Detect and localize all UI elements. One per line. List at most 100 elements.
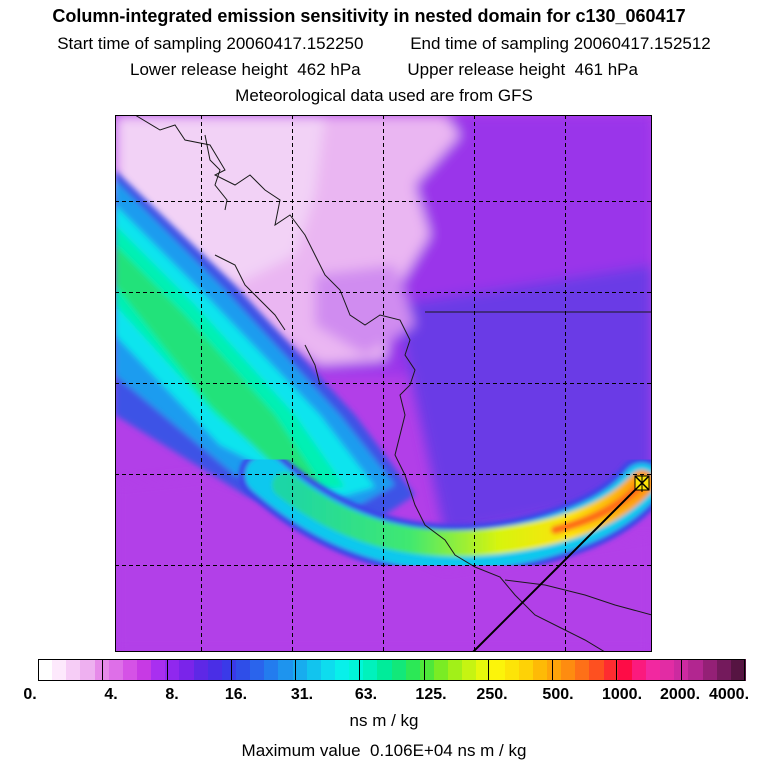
colorbar-cell bbox=[264, 659, 279, 681]
colorbar-cell bbox=[165, 659, 180, 681]
colorbar-separator bbox=[102, 659, 104, 681]
end-time-label: End time of sampling bbox=[410, 34, 569, 53]
maximum-value: Maximum value 0.106E+04 ns m / kg bbox=[0, 741, 768, 761]
colorbar-tick-label: 500. bbox=[542, 686, 574, 703]
colorbar-cell bbox=[702, 659, 718, 681]
colorbar-separator bbox=[359, 659, 361, 681]
colorbar-cell bbox=[575, 659, 591, 681]
coast-island-1 bbox=[204, 134, 228, 211]
receptor-marker-icon bbox=[634, 474, 650, 492]
colorbar-cell bbox=[278, 659, 294, 681]
colorbar-cell bbox=[221, 659, 237, 681]
colorbar-tick-label: 31. bbox=[290, 686, 314, 703]
colorbar-cell bbox=[688, 659, 704, 681]
plume-cyan bbox=[115, 205, 375, 500]
field-patch-mid bbox=[315, 265, 415, 355]
colorbar-cell bbox=[306, 659, 322, 681]
lower-release-label: Lower release height bbox=[130, 60, 288, 79]
release-heights: Lower release height 462 hPa Upper relea… bbox=[0, 60, 768, 80]
colorbar-cell bbox=[94, 659, 110, 681]
colorbar-cell bbox=[235, 659, 251, 681]
colorbar-cell bbox=[193, 659, 209, 681]
maximum-value-label: Maximum value bbox=[241, 741, 361, 760]
colorbar-cell bbox=[292, 659, 308, 681]
colorbar-cell bbox=[320, 659, 336, 681]
field-lightest-north bbox=[115, 115, 325, 285]
colorbar-tick-label: 4. bbox=[104, 686, 118, 703]
flight-track bbox=[472, 482, 643, 652]
lower-release: Lower release height 462 hPa bbox=[130, 60, 361, 80]
colorbar-units: ns m / kg bbox=[349, 711, 419, 730]
colorbar-cell bbox=[561, 659, 576, 681]
maximum-value-units: ns m / kg bbox=[457, 741, 527, 760]
end-time-value: 20060417.152512 bbox=[573, 34, 711, 53]
colorbar-cell bbox=[108, 659, 124, 681]
colorbar-separator bbox=[166, 659, 168, 681]
colorbar-cell bbox=[504, 659, 520, 681]
colorbar-cell bbox=[207, 659, 223, 681]
colorbar-tick-label: 1000. bbox=[601, 686, 643, 703]
colorbar-cell bbox=[52, 659, 67, 681]
colorbar-separator bbox=[552, 659, 554, 681]
colorbar-cell bbox=[122, 659, 138, 681]
colorbar-cell bbox=[716, 659, 732, 681]
colorbar-cell bbox=[547, 659, 562, 681]
colorbar-cell bbox=[518, 659, 534, 681]
colorbar-cell bbox=[532, 659, 548, 681]
coast-inlet bbox=[304, 344, 321, 386]
colorbar-cell bbox=[490, 659, 506, 681]
colorbar-cell bbox=[660, 659, 675, 681]
plot-title: Column-integrated emission sensitivity i… bbox=[52, 6, 686, 26]
start-time-label: Start time of sampling bbox=[57, 34, 222, 53]
colorbar-separator bbox=[680, 659, 682, 681]
upper-release-label: Upper release height bbox=[407, 60, 566, 79]
colorbar-cell bbox=[589, 659, 605, 681]
colorbar-separator bbox=[487, 659, 489, 681]
colorbar-separator bbox=[423, 659, 425, 681]
colorbar-separator bbox=[230, 659, 232, 681]
colorbar-cell bbox=[66, 659, 81, 681]
colorbar-cell bbox=[631, 659, 647, 681]
field-blue-east bbox=[395, 265, 652, 535]
colorbar-tick-label: 8. bbox=[165, 686, 179, 703]
colorbar-cell bbox=[363, 659, 378, 681]
start-time-value: 20060417.152250 bbox=[226, 34, 364, 53]
colorbar-cell bbox=[38, 659, 53, 681]
colorbar-cell bbox=[476, 659, 492, 681]
colorbar-cell bbox=[462, 659, 477, 681]
colorbar-cell bbox=[179, 659, 195, 681]
coastlines bbox=[134, 115, 652, 652]
lower-release-value: 462 hPa bbox=[297, 60, 361, 79]
coast-island-2 bbox=[214, 254, 286, 331]
coast-south bbox=[504, 579, 652, 616]
colorbar-cell bbox=[448, 659, 463, 681]
colorbar-tick-label: 125. bbox=[415, 686, 447, 703]
colorbar-tick-label: 0. bbox=[23, 686, 37, 703]
colorbar-separator bbox=[616, 659, 618, 681]
map-border bbox=[115, 115, 652, 652]
colorbar-tick-label: 250. bbox=[476, 686, 508, 703]
colorbar-cell bbox=[433, 659, 449, 681]
upper-release-value: 461 hPa bbox=[574, 60, 638, 79]
colorbar-cell bbox=[136, 659, 152, 681]
colorbar-cell bbox=[405, 659, 421, 681]
coast-main bbox=[134, 115, 606, 652]
colorbar-cell bbox=[377, 659, 393, 681]
colorbar-cell bbox=[250, 659, 265, 681]
maximum-value-number: 0.106E+04 bbox=[370, 741, 453, 760]
colorbar-tick-label: 2000. bbox=[659, 686, 701, 703]
colorbar-tick-label: 16. bbox=[224, 686, 248, 703]
colorbar-cell bbox=[730, 659, 746, 681]
met-data-note: Meteorological data used are from GFS bbox=[235, 86, 533, 105]
colorbar-cell bbox=[349, 659, 364, 681]
colorbar-cell bbox=[80, 659, 96, 681]
colorbar-cell bbox=[151, 659, 166, 681]
plume-teal bbox=[115, 225, 345, 490]
colorbar-cell bbox=[617, 659, 633, 681]
start-time: Start time of sampling 20060417.152250 bbox=[57, 34, 363, 54]
colorbar-cell bbox=[646, 659, 661, 681]
plume-green bbox=[115, 245, 320, 485]
map-canvas bbox=[115, 115, 652, 652]
colorbar-cell bbox=[391, 659, 407, 681]
colorbar bbox=[38, 659, 746, 681]
